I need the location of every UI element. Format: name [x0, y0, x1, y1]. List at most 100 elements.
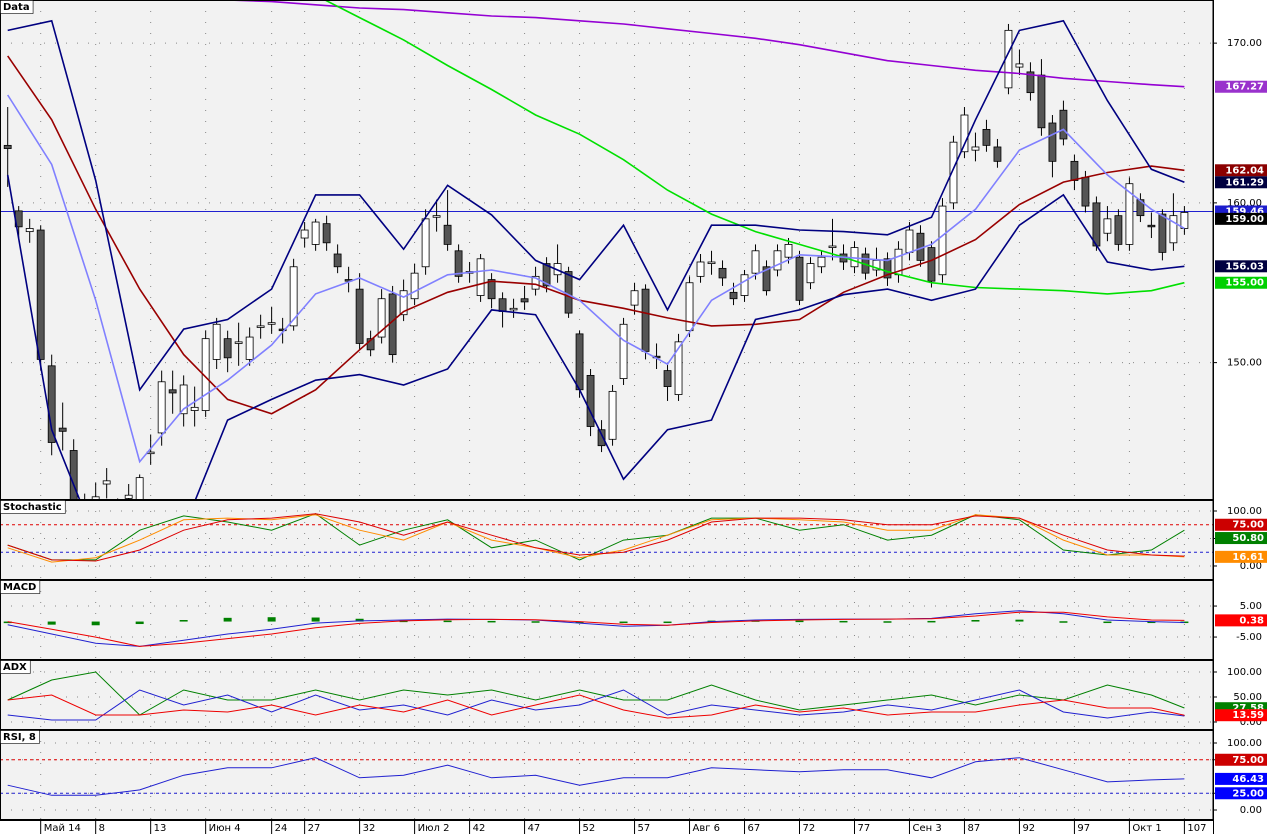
panel-title: RSI, 8	[3, 732, 36, 743]
histogram-bar	[795, 620, 804, 623]
candle-body	[1180, 212, 1189, 229]
price-label: 156.03	[1225, 261, 1264, 272]
candle-body	[1081, 176, 1090, 207]
price-label-box	[1215, 80, 1267, 93]
candle-body	[124, 494, 133, 499]
candle-body	[520, 298, 529, 303]
indicator-line	[7, 94, 1185, 464]
candle-body	[685, 282, 694, 332]
x-tick-label: 8	[99, 823, 105, 834]
price-label-box	[1215, 550, 1267, 563]
histogram-bar	[531, 621, 540, 623]
panel	[0, 660, 1213, 730]
candle-body	[993, 146, 1002, 162]
candle-body	[234, 341, 243, 344]
candle-body	[421, 218, 430, 268]
candle-body	[949, 141, 958, 204]
histogram-bar	[91, 621, 100, 626]
x-tick-label: Июн 4	[209, 823, 241, 834]
y-tick-label: 5.00	[1240, 601, 1262, 612]
candle-body	[707, 261, 716, 264]
x-tick-label: 72	[803, 823, 816, 834]
candle-body	[487, 279, 496, 300]
panel	[0, 0, 1213, 500]
panel-title: ADX	[3, 662, 27, 673]
candle-body	[47, 365, 56, 443]
price-label: 167.27	[1225, 82, 1264, 93]
y-tick-label: 0.00	[1240, 717, 1262, 728]
price-label-box	[1215, 276, 1267, 289]
histogram-bar	[1103, 621, 1112, 624]
candle-body	[1059, 109, 1068, 140]
candle-body	[476, 258, 485, 296]
candle-body	[795, 256, 804, 301]
x-tick-label: Авг 6	[693, 823, 721, 834]
candle-body	[619, 323, 628, 379]
candle-body	[1048, 122, 1057, 162]
candle-body	[1158, 213, 1167, 253]
x-tick-label: 24	[275, 823, 288, 834]
candle-body	[3, 144, 12, 149]
candle-body	[377, 298, 386, 338]
candle-body	[586, 374, 595, 427]
candle-body	[806, 263, 815, 284]
candle-body	[1147, 224, 1156, 228]
candle-body	[223, 338, 232, 359]
x-tick-label: 67	[748, 823, 761, 834]
candle-body	[399, 290, 408, 316]
histogram-bar	[355, 618, 364, 622]
candle-body	[289, 266, 298, 327]
candle-body	[498, 298, 507, 312]
price-label: 161.29	[1225, 177, 1264, 188]
histogram-bar	[267, 617, 276, 622]
price-label-box	[1215, 532, 1267, 545]
y-tick-label: 100.00	[1227, 738, 1262, 749]
x-tick-label: 47	[528, 823, 541, 834]
price-label: 75.00	[1232, 755, 1264, 766]
price-label: 13.59	[1232, 710, 1264, 721]
candle-body	[190, 406, 199, 411]
histogram-bar	[487, 620, 496, 623]
histogram-bar	[443, 620, 452, 623]
y-tick-label: 150.00	[1227, 358, 1262, 369]
candle-body	[443, 224, 452, 245]
panel-title: Stochastic	[3, 502, 62, 513]
candle-body	[201, 338, 210, 411]
indicator-line	[7, 19, 1185, 392]
candle-body	[718, 267, 727, 279]
candle-body	[729, 291, 738, 300]
x-tick-label: Июл 2	[418, 823, 450, 834]
histogram-bar	[179, 620, 188, 622]
histogram-bar	[311, 617, 320, 622]
histogram-bar	[135, 621, 144, 625]
x-tick-label: Май 14	[44, 823, 81, 834]
price-label: 50.80	[1232, 533, 1264, 544]
price-label-box	[1215, 176, 1267, 189]
candle-body	[1070, 160, 1079, 181]
histogram-bar	[3, 621, 12, 624]
price-label: 0.38	[1239, 615, 1264, 626]
candle-body	[927, 247, 936, 282]
price-label: 75.00	[1232, 520, 1264, 531]
indicator-line	[7, 689, 1185, 721]
price-label-box	[1215, 787, 1267, 800]
price-label: 25.00	[1232, 788, 1264, 799]
histogram-bar	[1015, 619, 1024, 622]
candle-body	[311, 221, 320, 245]
candle-body	[157, 381, 166, 434]
y-tick-label: -5.00	[1236, 632, 1262, 643]
x-tick-label: 52	[583, 823, 596, 834]
histogram-bar	[619, 621, 628, 624]
indicator-line	[222, 0, 1185, 88]
price-label: 159.46	[1225, 207, 1264, 218]
panel-title: MACD	[3, 582, 36, 593]
candle-body	[1125, 183, 1134, 245]
candle-body	[960, 114, 969, 153]
candle-body	[1026, 71, 1035, 94]
candle-body	[773, 250, 782, 271]
candle-body	[784, 244, 793, 258]
indicator-line	[6, 174, 1185, 500]
plot-background	[0, 660, 1213, 730]
x-tick-label: 77	[857, 823, 870, 834]
